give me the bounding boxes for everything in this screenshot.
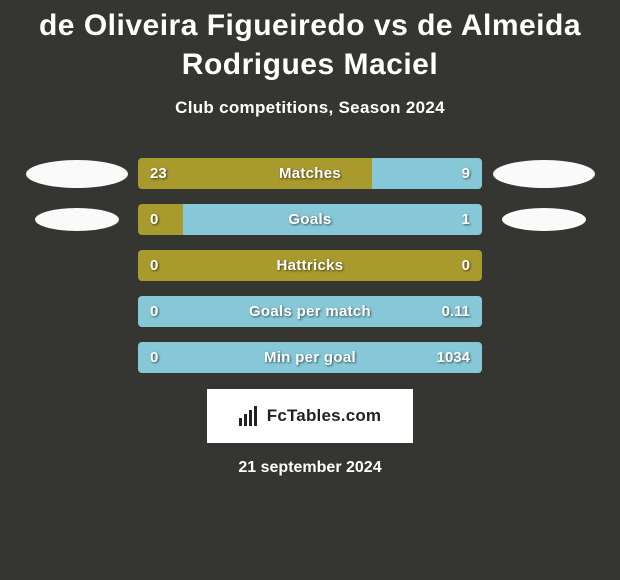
- stat-row: 01Goals: [15, 204, 605, 235]
- bar-right: [372, 158, 482, 189]
- player-right-slot: [482, 160, 605, 188]
- stat-row: 239Matches: [15, 158, 605, 189]
- stat-bar: 00.11Goals per match: [138, 296, 482, 327]
- stat-row: 00.11Goals per match: [15, 296, 605, 327]
- player-left-avatar: [35, 208, 119, 231]
- stat-row: 01034Min per goal: [15, 342, 605, 373]
- bar-left: [138, 158, 372, 189]
- stat-row: 00Hattricks: [15, 250, 605, 281]
- bar-left: [138, 250, 482, 281]
- bar-right: [138, 342, 482, 373]
- stat-bar: 239Matches: [138, 158, 482, 189]
- bar-left: [138, 204, 183, 235]
- logo-text: FcTables.com: [267, 406, 382, 426]
- bar-right: [138, 296, 482, 327]
- stat-bar: 01034Min per goal: [138, 342, 482, 373]
- date: 21 september 2024: [0, 459, 620, 477]
- subtitle: Club competitions, Season 2024: [0, 98, 620, 118]
- player-right-avatar: [493, 160, 595, 188]
- player-left-slot: [15, 160, 138, 188]
- player-right-slot: [482, 208, 605, 231]
- bars-icon: [239, 406, 261, 426]
- logo-box: FcTables.com: [207, 389, 413, 443]
- player-right-avatar: [502, 208, 586, 231]
- stat-bar: 01Goals: [138, 204, 482, 235]
- comparison-chart: 239Matches 01Goals 00Hattricks 00.11Goals p…: [15, 158, 605, 373]
- player-left-avatar: [26, 160, 128, 188]
- page-title: de Oliveira Figueiredo vs de Almeida Rod…: [0, 0, 620, 84]
- bar-right: [183, 204, 482, 235]
- stat-bar: 00Hattricks: [138, 250, 482, 281]
- player-left-slot: [15, 208, 138, 231]
